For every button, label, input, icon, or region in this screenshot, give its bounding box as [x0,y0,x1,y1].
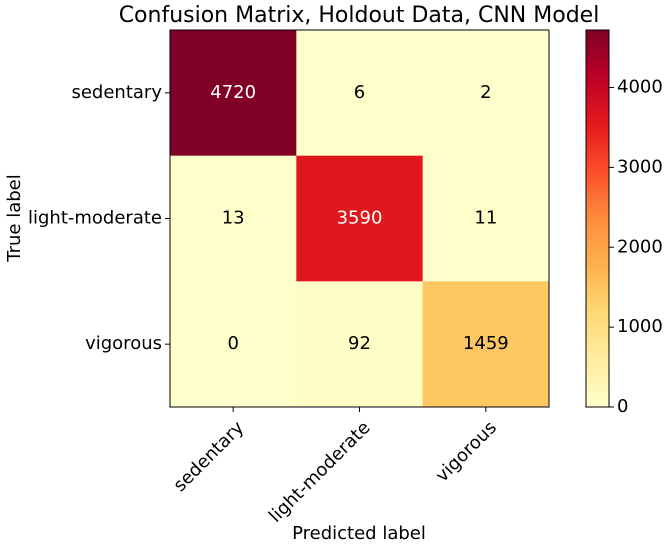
heatmap-cell [296,30,424,157]
cell-value-label: 3590 [337,208,383,229]
cell-value-label: 13 [222,208,245,229]
colorbar [585,29,610,408]
heatmap-cell [422,281,550,408]
colorbar-tick-label: 3000 [617,156,663,177]
heatmap-cell [422,30,550,157]
heatmap-cell [296,281,424,408]
cell-value-label: 11 [474,208,497,229]
y-tick-label: light-moderate [28,208,162,229]
y-tick-label: sedentary [71,82,162,103]
cell-value-label: 4720 [210,82,256,103]
x-tick-label: vigorous [432,417,501,486]
heatmap-cell [422,155,550,282]
y-tick-label: vigorous [85,333,162,354]
cell-value-label: 92 [348,333,371,354]
heatmap-cell [170,155,297,282]
heatmap-cell [170,281,297,408]
x-tick-label: sedentary [169,417,248,496]
colorbar-tick-label: 0 [617,396,628,417]
chart-title: Confusion Matrix, Holdout Data, CNN Mode… [119,3,600,28]
heatmap-cell [170,30,297,157]
cell-value-label: 0 [227,333,238,354]
colorbar-tick-label: 1000 [617,316,663,337]
x-tick-label: light-moderate [265,417,375,527]
cell-value-label: 6 [354,82,365,103]
colorbar-tick-label: 2000 [617,236,663,257]
heatmap-cell [296,155,424,282]
y-axis-label: True label [4,174,25,263]
colorbar-tick-label: 4000 [617,77,663,98]
cell-value-label: 1459 [463,333,509,354]
x-axis-label: Predicted label [292,523,426,544]
cell-value-label: 2 [480,82,491,103]
